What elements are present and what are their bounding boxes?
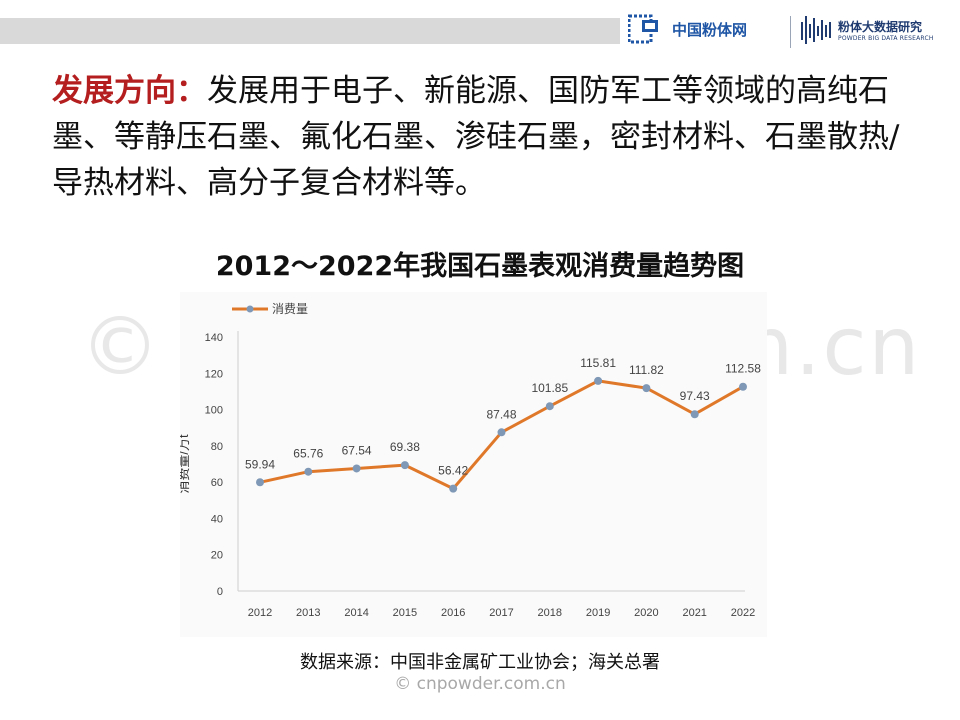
data-point xyxy=(545,402,554,411)
data-point xyxy=(642,384,651,393)
data-label: 87.48 xyxy=(486,407,516,421)
data-label: 65.76 xyxy=(293,447,323,461)
cnpowder-logo: 中国粉体网 xyxy=(628,14,747,44)
y-tick-label: 0 xyxy=(217,586,223,598)
y-tick-label: 60 xyxy=(211,477,223,489)
powder-data-logo: 粉体大数据研究 POWDER BIG DATA RESEARCH xyxy=(800,14,934,46)
headline-lead: 发展方向： xyxy=(52,73,207,109)
y-tick-label: 20 xyxy=(211,550,223,562)
x-tick-label: 2012 xyxy=(248,607,272,619)
data-label: 101.85 xyxy=(531,381,568,395)
logo-text: 中国粉体网 xyxy=(672,20,748,39)
x-tick-label: 2018 xyxy=(538,607,562,619)
data-label: 115.81 xyxy=(580,356,616,370)
headline-body: 发展用于电子、新能源、国防军工等领域的高纯石墨、等静压石墨、氟化石墨、渗硅石墨，… xyxy=(52,73,900,201)
x-tick-label: 2021 xyxy=(682,607,706,619)
x-tick-label: 2014 xyxy=(344,607,368,619)
bar-wave-icon xyxy=(801,16,831,44)
data-label: 56.42 xyxy=(438,464,468,478)
data-source: 数据来源：中国非金属矿工业协会；海关总署 xyxy=(300,652,660,673)
data-point xyxy=(690,410,699,419)
logo-divider xyxy=(790,16,791,48)
x-tick-label: 2016 xyxy=(441,607,465,619)
legend-label: 消费量 xyxy=(272,302,308,316)
x-tick-label: 2019 xyxy=(586,607,610,619)
y-tick-label: 100 xyxy=(205,405,223,417)
data-label: 111.82 xyxy=(629,363,664,377)
line-chart: 消费量 0 20 40 60 80 100 120 140 消费量/万t 2012 2013 2014 2… xyxy=(180,302,761,619)
y-tick-label: 40 xyxy=(211,513,223,525)
logo2-en-text: POWDER BIG DATA RESEARCH xyxy=(838,35,934,42)
data-point xyxy=(352,464,361,473)
data-point xyxy=(304,467,313,476)
x-tick-label: 2017 xyxy=(489,607,513,619)
x-tick-label: 2022 xyxy=(731,607,755,619)
headline: 发展方向：发展用于电子、新能源、国防军工等领域的高纯石墨、等静压石墨、氟化石墨、… xyxy=(52,68,922,206)
data-point xyxy=(449,484,458,493)
watermark-bottom: © cnpowder.com.cn xyxy=(394,674,566,694)
data-point xyxy=(256,478,264,487)
data-label: 67.54 xyxy=(342,443,372,457)
logo2-cn-text: 粉体大数据研究 xyxy=(838,20,923,34)
y-tick-label: 80 xyxy=(211,441,223,453)
header-bar xyxy=(0,18,620,44)
y-axis-label: 消费量/万t xyxy=(180,434,191,494)
data-point xyxy=(497,428,506,437)
data-point xyxy=(739,382,747,391)
x-tick-label: 2020 xyxy=(634,607,658,619)
cnpowder-logo-icon xyxy=(628,14,658,44)
data-label: 97.43 xyxy=(680,389,710,403)
data-label: 112.58 xyxy=(725,362,761,376)
data-point xyxy=(400,461,409,470)
legend-marker xyxy=(246,305,254,313)
x-tick-label: 2013 xyxy=(296,607,320,619)
data-label: 59.94 xyxy=(245,457,275,471)
y-tick-label: 140 xyxy=(205,332,223,344)
data-point xyxy=(594,376,603,385)
data-label: 69.38 xyxy=(390,440,420,454)
y-tick-label: 120 xyxy=(205,368,223,380)
x-tick-label: 2015 xyxy=(393,607,417,619)
chart-title: 2012～2022年我国石墨表观消费量趋势图 xyxy=(215,251,745,282)
chart-panel: 消费量 0 20 40 60 80 100 120 140 消费量/万t 2012 2013 2014 2… xyxy=(180,292,767,637)
